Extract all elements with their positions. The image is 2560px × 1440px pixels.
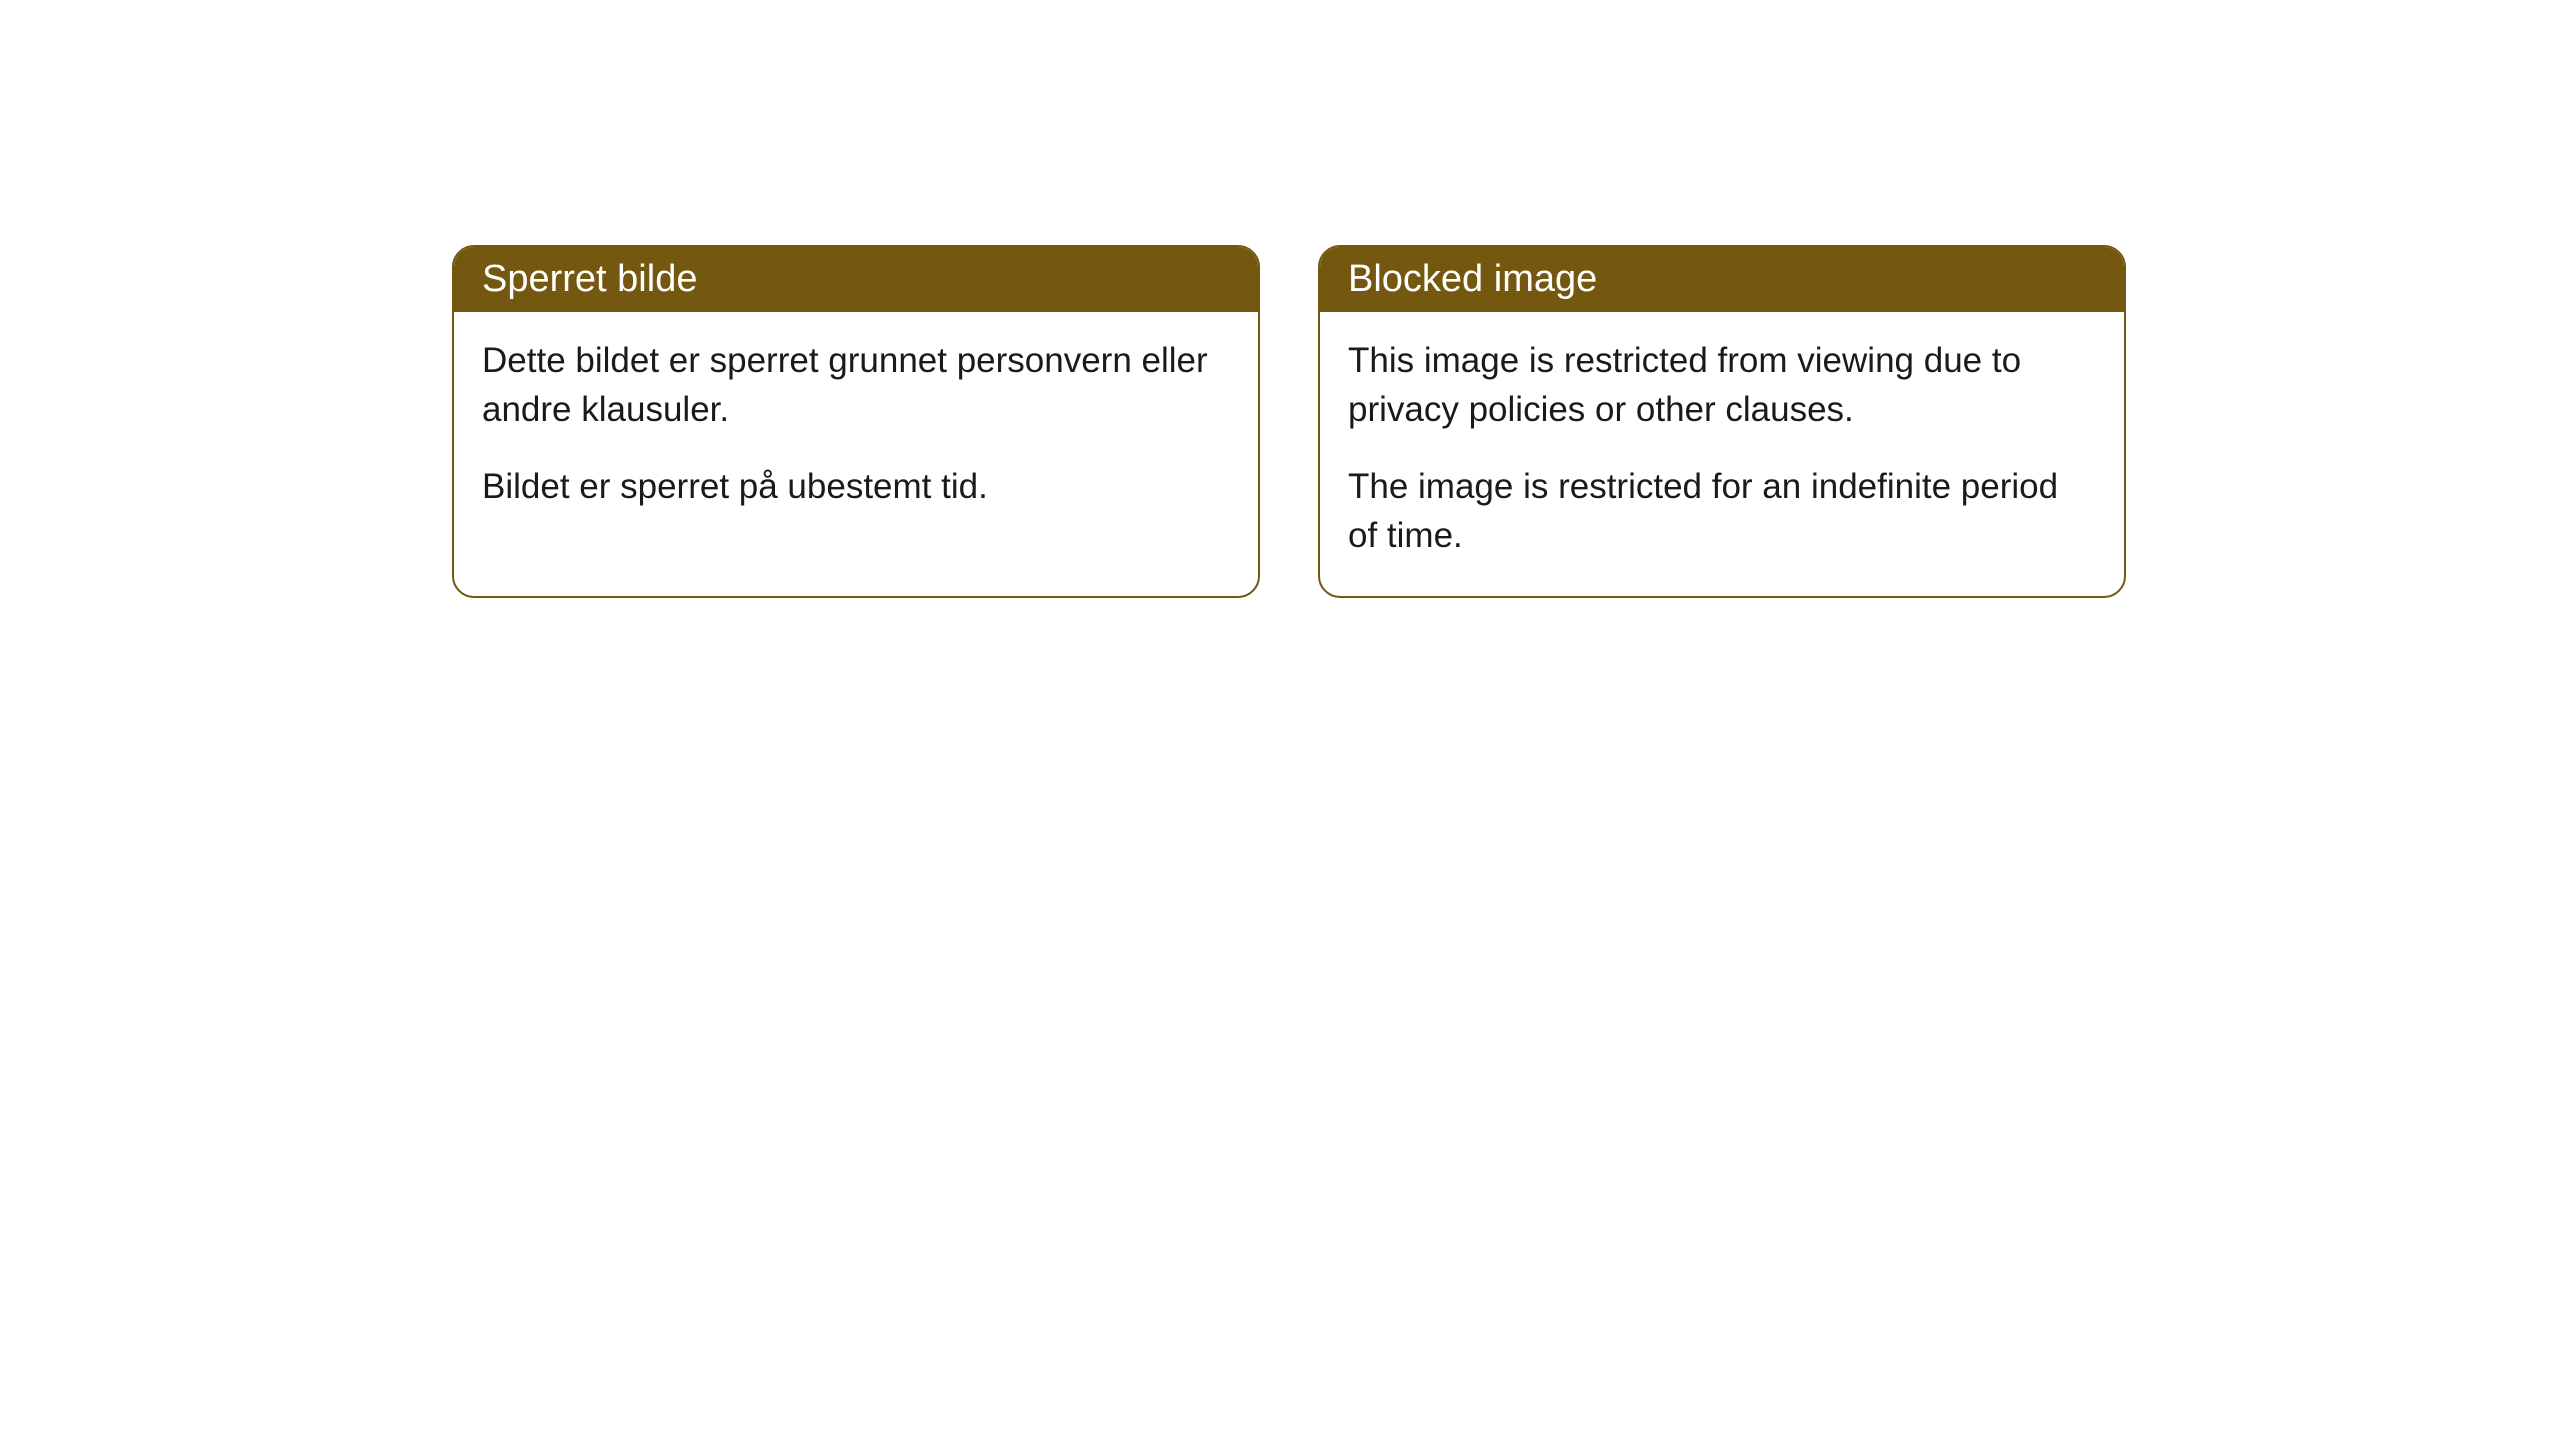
card-paragraph-1-english: This image is restricted from viewing du…: [1348, 336, 2096, 434]
card-body-english: This image is restricted from viewing du…: [1320, 312, 2124, 596]
card-header-english: Blocked image: [1320, 247, 2124, 312]
card-paragraph-2-norwegian: Bildet er sperret på ubestemt tid.: [482, 462, 1230, 511]
card-body-norwegian: Dette bildet er sperret grunnet personve…: [454, 312, 1258, 547]
card-english: Blocked image This image is restricted f…: [1318, 245, 2126, 598]
card-header-norwegian: Sperret bilde: [454, 247, 1258, 312]
card-norwegian: Sperret bilde Dette bildet er sperret gr…: [452, 245, 1260, 598]
card-paragraph-2-english: The image is restricted for an indefinit…: [1348, 462, 2096, 560]
card-title-english: Blocked image: [1348, 258, 1597, 300]
cards-container: Sperret bilde Dette bildet er sperret gr…: [0, 0, 2560, 598]
card-paragraph-1-norwegian: Dette bildet er sperret grunnet personve…: [482, 336, 1230, 434]
card-title-norwegian: Sperret bilde: [482, 258, 697, 300]
